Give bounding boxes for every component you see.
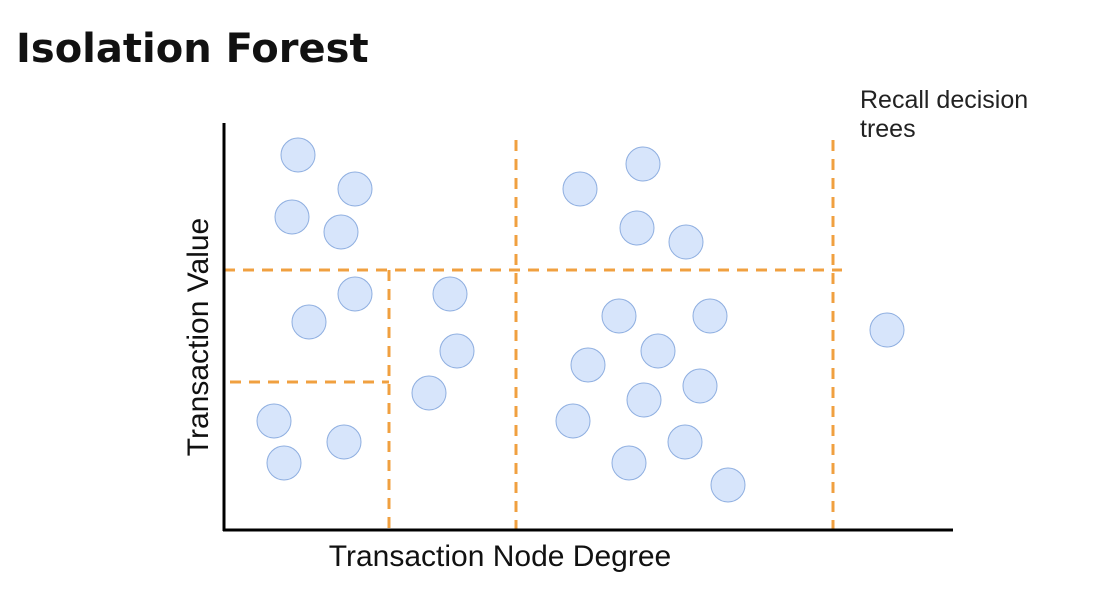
split-lines <box>224 140 842 530</box>
y-axis-label: Transaction Value <box>182 218 215 456</box>
slide-title: Isolation Forest <box>16 26 369 72</box>
x-axis-label: Transaction Node Degree <box>329 540 671 573</box>
data-points <box>256 137 905 503</box>
note: Recall decision trees <box>860 86 1029 143</box>
